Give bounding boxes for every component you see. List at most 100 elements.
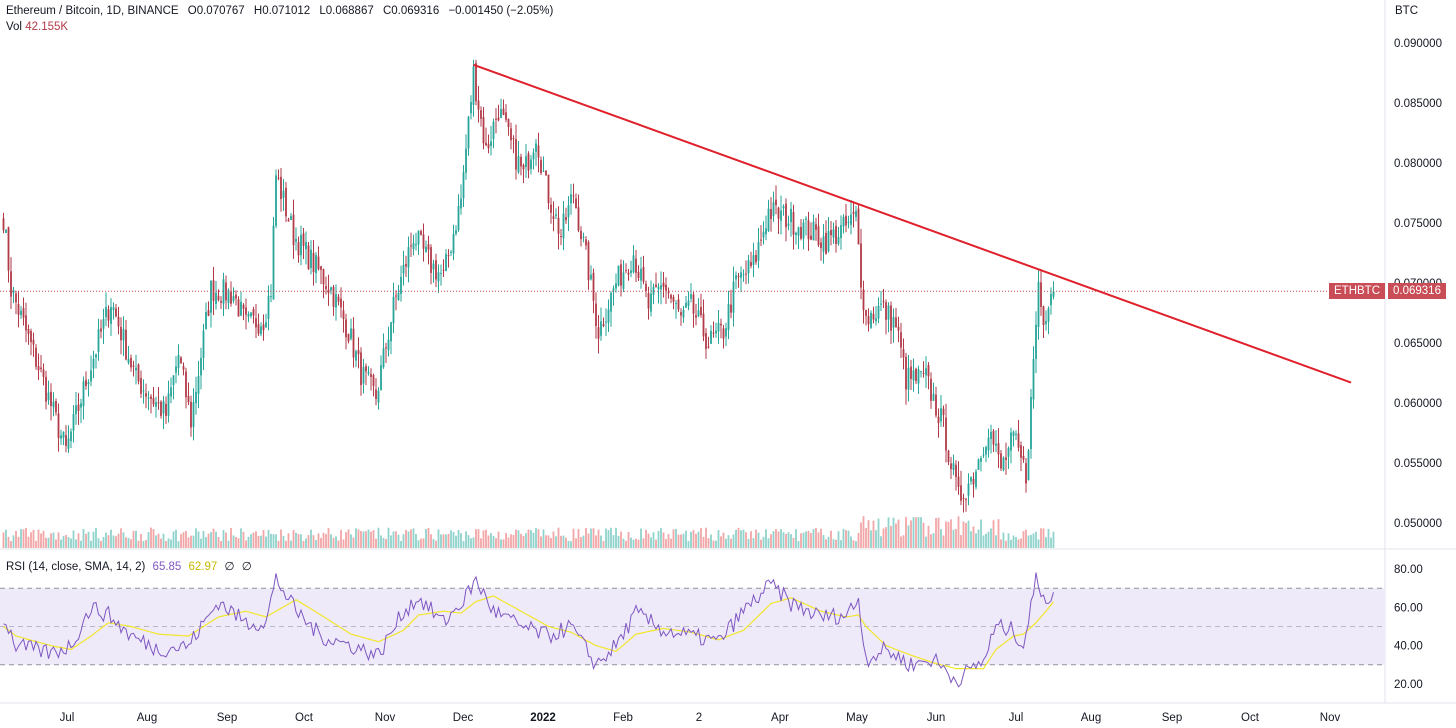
volume-bar xyxy=(610,527,612,548)
volume-bar xyxy=(887,517,890,548)
candle-body xyxy=(762,231,765,238)
candle-body xyxy=(522,164,525,170)
candle-body xyxy=(527,153,530,171)
ohlc-high: H0.071012 xyxy=(253,5,311,17)
volume-bar xyxy=(260,535,262,548)
volume-bar xyxy=(220,541,222,548)
volume-bar xyxy=(85,533,87,548)
volume-bar xyxy=(795,529,797,548)
candle-body xyxy=(985,446,987,455)
candle-body xyxy=(980,458,982,462)
candle-body xyxy=(45,376,47,402)
candle-body xyxy=(377,390,380,403)
volume-bar xyxy=(1045,537,1047,548)
volume-bar xyxy=(292,530,295,548)
volume-bar xyxy=(1047,528,1050,548)
candle-body xyxy=(912,370,915,381)
volume-bar xyxy=(187,537,190,548)
volume-bar xyxy=(850,536,852,548)
volume-bar xyxy=(257,535,260,548)
volume-bar xyxy=(987,531,990,548)
volume-bar xyxy=(530,530,532,548)
candle-body xyxy=(905,356,907,390)
candle-body xyxy=(392,296,395,324)
candle-body xyxy=(845,215,847,226)
volume-bar xyxy=(7,536,10,548)
candle-body xyxy=(80,403,82,408)
volume-bar xyxy=(35,540,37,548)
volume-bar xyxy=(645,529,647,548)
volume-bar xyxy=(47,537,50,548)
trendline[interactable] xyxy=(473,63,1352,384)
candle-body xyxy=(320,266,322,270)
volume-bar xyxy=(640,528,642,548)
candle-body xyxy=(685,302,687,308)
volume-bar xyxy=(682,533,685,548)
candle-body xyxy=(855,210,857,217)
candle-body xyxy=(932,393,935,401)
candle-body xyxy=(830,230,832,236)
volume-bar xyxy=(32,529,35,548)
volume-bar xyxy=(525,533,527,548)
candle-body xyxy=(260,326,262,334)
candle-body xyxy=(167,393,170,416)
candle-body xyxy=(942,408,945,415)
price-tick-label: 0.090000 xyxy=(1394,38,1442,50)
volume-bar xyxy=(670,538,672,548)
volume-bar xyxy=(87,531,90,548)
volume-bar xyxy=(727,535,730,548)
candle-body xyxy=(680,312,682,316)
volume-bar xyxy=(192,535,195,548)
candle-body xyxy=(265,322,267,328)
candle-body xyxy=(975,471,977,488)
candle-body xyxy=(440,273,442,275)
volume-bar xyxy=(195,528,197,548)
volume-bar xyxy=(632,539,635,548)
volume-bar xyxy=(1040,528,1042,548)
volume-bar xyxy=(642,538,645,548)
candle-body xyxy=(810,235,812,240)
volume-bar xyxy=(105,532,107,548)
candle-body xyxy=(47,392,50,401)
candle-body xyxy=(930,378,932,401)
volume-bar xyxy=(497,531,500,548)
volume-bar xyxy=(325,534,327,548)
volume-bar xyxy=(450,530,452,548)
volume-bar xyxy=(135,530,137,548)
volume-bar xyxy=(545,535,547,548)
volume-bar xyxy=(542,529,545,548)
candle-body xyxy=(20,310,22,316)
candle-body xyxy=(877,305,880,319)
volume-bar xyxy=(95,527,97,548)
volume-bar xyxy=(655,539,657,548)
volume-bar xyxy=(865,528,867,548)
candle-body xyxy=(140,378,142,394)
candle-body xyxy=(542,170,545,172)
volume-bar xyxy=(117,533,120,548)
candle-body xyxy=(462,172,465,199)
volume-bar xyxy=(595,535,597,548)
volume-bar xyxy=(742,529,745,548)
volume-bar xyxy=(490,533,492,548)
volume-bar xyxy=(512,534,515,548)
volume-bar xyxy=(27,536,30,548)
price-tick-label: 0.050000 xyxy=(1394,518,1442,530)
volume-bar xyxy=(875,530,877,548)
volume-bar xyxy=(92,531,95,548)
volume-bar xyxy=(225,532,227,548)
volume-bar xyxy=(725,538,727,548)
candle-body xyxy=(182,365,185,370)
candle-body xyxy=(365,366,367,372)
volume-bar xyxy=(930,534,932,548)
volume-bar xyxy=(415,533,417,548)
candle-body xyxy=(517,156,520,173)
volume-bar xyxy=(245,540,247,548)
volume-bar xyxy=(630,537,632,548)
candle-body xyxy=(22,308,25,318)
candle-body xyxy=(730,304,732,313)
volume-bar xyxy=(227,540,230,548)
volume-bar xyxy=(1000,539,1002,548)
candle-body xyxy=(237,299,240,317)
time-tick-label: 2 xyxy=(696,712,702,724)
